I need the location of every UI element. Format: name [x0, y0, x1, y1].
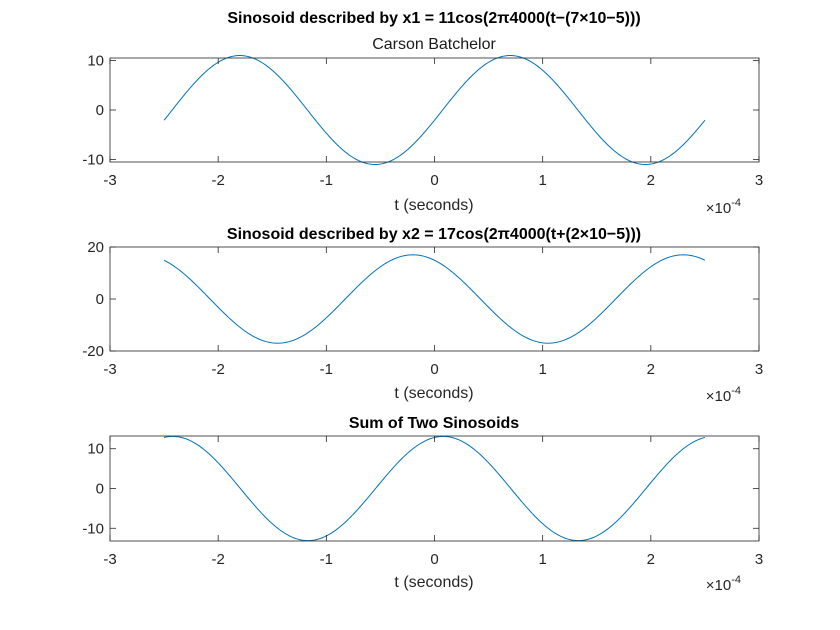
subplot-2-axes: -3 -2 -1 0 1 2 3 -20 0 20 — [82, 239, 763, 378]
subplot-1-ytick-label: 0 — [96, 102, 104, 119]
subplot-2-ytick-label: 0 — [96, 291, 104, 308]
subplot-1-xtick-label: 3 — [755, 172, 763, 189]
subplot-1-subtitle: Carson Batchelor — [372, 36, 496, 53]
subplot-2-xtick-label: -3 — [103, 361, 116, 378]
subplot-1-xlabel: t (seconds) — [394, 197, 473, 214]
subplot-2-xtick-label: 3 — [755, 361, 763, 378]
subplot-1-ytick-label: -10 — [82, 152, 104, 169]
subplot-2-xtick-label: 1 — [538, 361, 546, 378]
subplot-3-xlabel: t (seconds) — [394, 574, 473, 591]
subplot-2-ytick-label: -20 — [82, 343, 104, 360]
subplot-3-xtick-label: 3 — [755, 551, 763, 568]
subplot-1-xtick-label: -3 — [103, 172, 116, 189]
subplot-1: Sinosoid described by x1 = 11cos(2π4000(… — [82, 10, 763, 217]
subplot-1-xtick-label: 1 — [538, 172, 546, 189]
subplot-3-xtick-label: -3 — [103, 551, 116, 568]
subplot-2-xtick-label: -2 — [211, 361, 224, 378]
subplot-1-xtick-label: -2 — [211, 172, 224, 189]
subplot-3-ytick-label: 0 — [96, 481, 104, 498]
subplot-2-xlabel: t (seconds) — [394, 385, 473, 402]
subplot-3-xtick-label: 1 — [538, 551, 546, 568]
subplot-1-ytick-label: 10 — [87, 52, 104, 69]
subplot-1-x-exponent: ×10-4 — [706, 197, 741, 217]
subplot-1-series-line-1 — [163, 55, 706, 165]
subplot-2-series-line-1 — [163, 254, 706, 344]
subplot-2-xtick-label: 2 — [647, 361, 655, 378]
subplot-1-title: Sinosoid described by x1 = 11cos(2π4000(… — [227, 10, 640, 27]
subplot-2: Sinosoid described by x2 = 17cos(2π4000(… — [82, 226, 763, 405]
subplot-3-title: Sum of Two Sinosoids — [349, 415, 519, 432]
subplot-2-title: Sinosoid described by x2 = 17cos(2π4000(… — [227, 226, 641, 243]
subplot-2-x-exponent: ×10-4 — [706, 385, 741, 405]
subplot-2-ytick-label: 20 — [87, 239, 104, 256]
subplot-3-ytick-label: 10 — [87, 441, 104, 458]
subplot-1-xtick-label: 2 — [647, 172, 655, 189]
subplot-3-xtick-label: -1 — [320, 551, 333, 568]
subplot-3-x-exponent: ×10-4 — [706, 574, 741, 594]
subplot-3-xtick-label: -2 — [211, 551, 224, 568]
subplot-1-xtick-label: 0 — [430, 172, 438, 189]
subplot-3-xtick-label: 0 — [430, 551, 438, 568]
subplot-1-xtick-label: -1 — [320, 172, 333, 189]
subplot-2-xtick-label: -1 — [320, 361, 333, 378]
subplot-3-xtick-label: 2 — [647, 551, 655, 568]
subplot-3-ytick-label: -10 — [82, 520, 104, 537]
subplot-2-xtick-label: 0 — [430, 361, 438, 378]
